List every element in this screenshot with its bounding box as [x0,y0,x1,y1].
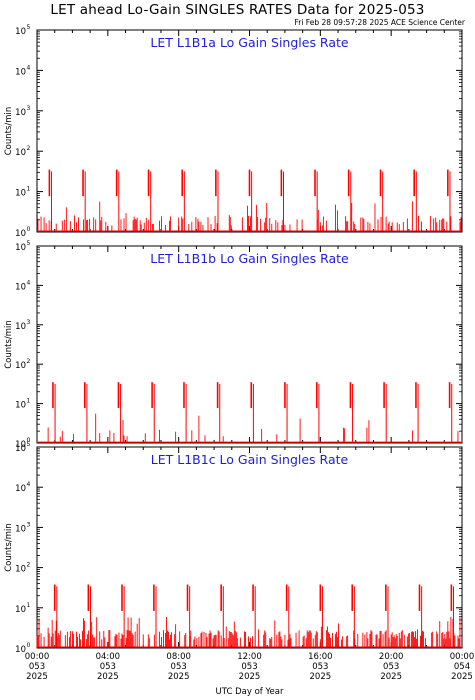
x-tick-label: 2025 [168,672,190,682]
x-tick-label: 2025 [239,672,261,682]
x-tick-label: 08:00 [166,652,191,662]
y-tick-label: 10 [15,322,26,332]
panel-frame [36,446,463,649]
y-tick-label: 10 [15,27,26,37]
y-tick-exponent: 1 [27,186,31,193]
y-tick-exponent: 0 [27,226,31,233]
y-axis-label: Counts/min [4,107,14,156]
y-tick-label: 10 [15,189,26,199]
y-tick-label: 10 [15,361,26,371]
panel-title: LET L1B1c Lo Gain Singles Rate [151,452,349,467]
x-tick-label: 00:00 [450,652,475,662]
x-tick-label: 053 [29,662,45,672]
y-tick-exponent: 3 [27,105,31,112]
x-axis-label: UTC Day of Year [216,687,284,697]
x-tick-label: 053 [100,662,116,672]
panel-frame [36,29,463,233]
y-tick-exponent: 2 [27,358,31,365]
x-tick-label: 053 [241,662,257,672]
y-tick-exponent: 1 [27,398,31,405]
y-tick-label: 10 [15,565,26,575]
y-tick-exponent: 5 [27,240,31,247]
y-tick-label: 10 [15,484,26,494]
y-tick-label: 10 [15,401,26,411]
x-tick-label: 053 [312,662,328,672]
y-tick-exponent: 4 [27,279,31,286]
panel-frame [36,245,463,444]
panel-title: LET L1B1b Lo Gain Singles Rate [150,251,349,266]
x-tick-label: 04:00 [96,652,121,662]
y-tick-label: 10 [15,243,26,253]
chart-main-title: LET ahead Lo-Gain SINGLES RATES Data for… [50,2,425,18]
y-tick-label: 10 [15,282,26,292]
y-tick-exponent: 4 [27,481,31,488]
y-tick-exponent: 2 [27,145,31,152]
y-axis-label: Counts/min [4,523,14,572]
x-tick-label: 054 [454,662,470,672]
y-tick-label: 10 [15,605,26,615]
panel-title: LET L1B1a Lo Gain Singles Rate [150,35,349,50]
y-tick-exponent: 0 [27,437,31,444]
y-tick-label: 10 [15,229,26,239]
y-tick-exponent: 4 [27,64,31,71]
x-tick-label: 00:00 [25,652,50,662]
y-tick-exponent: 3 [27,319,31,326]
y-tick-label: 10 [15,67,26,77]
x-tick-label: 053 [383,662,399,672]
x-tick-label: 053 [171,662,187,672]
y-tick-exponent: 5 [27,441,31,448]
x-tick-label: 2025 [451,672,473,682]
x-tick-label: 20:00 [379,652,404,662]
x-tick-label: 2025 [26,672,48,682]
generation-timestamp: Fri Feb 28 09:57:28 2025 ACE Science Cen… [294,18,465,27]
y-tick-label: 10 [15,108,26,118]
y-tick-exponent: 3 [27,521,31,528]
y-tick-exponent: 1 [27,602,31,609]
y-tick-label: 10 [15,444,26,454]
y-tick-exponent: 2 [27,562,31,569]
y-tick-exponent: 0 [27,642,31,649]
x-tick-label: 2025 [380,672,402,682]
x-tick-label: 12:00 [237,652,262,662]
y-axis-label: Counts/min [4,320,14,369]
y-tick-exponent: 5 [27,24,31,31]
x-tick-label: 2025 [97,672,119,682]
data-series [38,382,461,443]
data-series [37,169,462,232]
y-tick-label: 10 [15,524,26,534]
y-tick-label: 10 [15,440,26,450]
y-tick-label: 10 [15,645,26,655]
x-tick-label: 2025 [310,672,332,682]
data-series [36,584,461,648]
x-tick-label: 16:00 [308,652,333,662]
y-tick-label: 10 [15,148,26,158]
